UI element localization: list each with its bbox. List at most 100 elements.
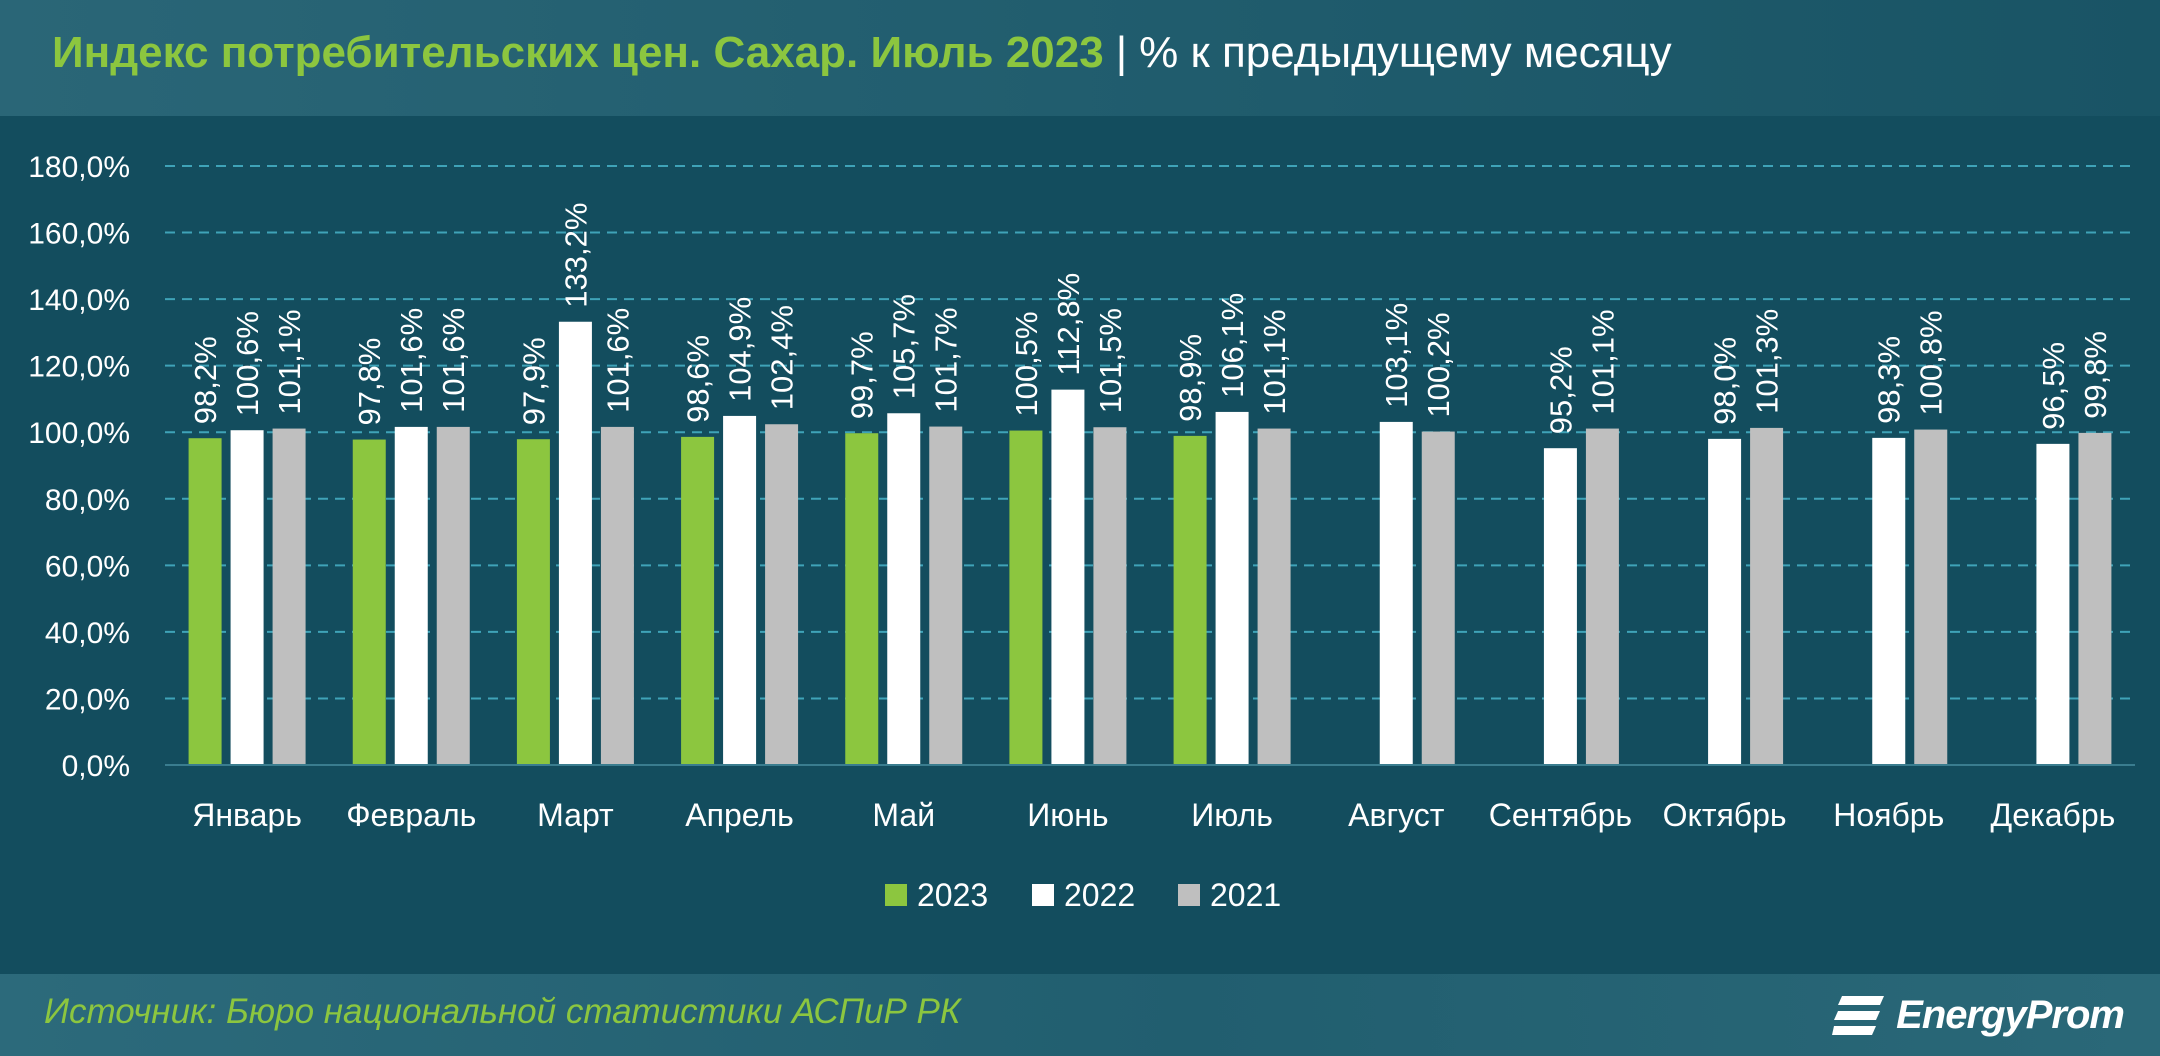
x-tick-label: Сентябрь bbox=[1489, 797, 1632, 833]
legend-swatch-2021 bbox=[1178, 884, 1200, 906]
bar-2022 bbox=[1215, 411, 1249, 765]
data-label: 99,7% bbox=[845, 331, 880, 419]
bar-2023 bbox=[1173, 435, 1207, 765]
data-label: 105,7% bbox=[887, 294, 922, 399]
data-label: 101,1% bbox=[272, 309, 307, 414]
y-tick-label: 160,0% bbox=[28, 218, 130, 251]
data-label: 101,1% bbox=[1257, 309, 1292, 414]
bar-2021 bbox=[1585, 428, 1619, 765]
legend-label: 2023 bbox=[917, 877, 988, 913]
bar-2021 bbox=[1750, 427, 1784, 765]
data-label: 97,9% bbox=[516, 337, 551, 425]
bar-2022 bbox=[558, 321, 592, 765]
bar-2023 bbox=[516, 439, 550, 765]
bar-2021 bbox=[436, 426, 470, 765]
bar-2022 bbox=[2036, 443, 2070, 765]
legend-swatch-2022 bbox=[1032, 884, 1054, 906]
x-tick-label: Июль bbox=[1191, 797, 1273, 833]
bar-2022 bbox=[887, 413, 921, 765]
bar-2021 bbox=[1093, 427, 1127, 765]
data-label: 101,1% bbox=[1585, 309, 1620, 414]
x-tick-label: Август bbox=[1348, 797, 1445, 833]
data-label: 106,1% bbox=[1215, 293, 1250, 398]
energyprom-logo-icon bbox=[1832, 996, 1885, 1035]
title-unit: % к предыдущему месяцу bbox=[1139, 28, 1672, 77]
data-label: 95,2% bbox=[1543, 346, 1578, 434]
data-label: 98,0% bbox=[1708, 337, 1743, 425]
y-tick-label: 180,0% bbox=[28, 151, 130, 184]
data-label: 102,4% bbox=[765, 305, 800, 410]
bar-chart: 0,0% 20,0% 40,0% 60,0% 80,0% 100,0% 120,0% 140,… bbox=[28, 151, 2135, 913]
x-tick-label: Март bbox=[537, 797, 614, 833]
x-tick-label: Ноябрь bbox=[1833, 797, 1944, 833]
bar-2022 bbox=[1379, 421, 1413, 765]
bar-2022 bbox=[1051, 389, 1085, 765]
data-label: 101,6% bbox=[436, 308, 471, 413]
title-separator: | bbox=[1115, 28, 1128, 77]
data-label: 101,3% bbox=[1750, 309, 1785, 414]
x-tick-label: Июнь bbox=[1027, 797, 1108, 833]
data-label: 98,3% bbox=[1872, 336, 1907, 424]
data-label: 101,6% bbox=[600, 308, 635, 413]
data-label: 100,5% bbox=[1009, 311, 1044, 416]
data-label: 100,2% bbox=[1421, 312, 1456, 417]
y-tick-label: 60,0% bbox=[45, 550, 130, 583]
data-label: 98,2% bbox=[188, 336, 223, 424]
bar-2023 bbox=[845, 433, 879, 765]
bar-2022 bbox=[230, 430, 264, 765]
data-label: 96,5% bbox=[2036, 342, 2071, 430]
x-tick-label: Октябрь bbox=[1663, 797, 1787, 833]
data-label: 100,6% bbox=[230, 311, 265, 416]
bar-2022 bbox=[1708, 438, 1742, 765]
footer-bar: Источник: Бюро национальной статистики А… bbox=[0, 974, 2160, 1056]
data-label: 97,8% bbox=[352, 338, 387, 426]
bar-2021 bbox=[929, 426, 963, 765]
y-tick-label: 80,0% bbox=[45, 484, 130, 517]
legend-label: 2022 bbox=[1064, 877, 1135, 913]
data-label: 101,6% bbox=[394, 308, 429, 413]
bar-2022 bbox=[723, 415, 757, 765]
bar-2023 bbox=[681, 436, 715, 765]
bar-2023 bbox=[1009, 430, 1043, 765]
chart-title: Индекс потребительских цен. Сахар. Июль … bbox=[52, 28, 1672, 78]
x-tick-label: Апрель bbox=[685, 797, 794, 833]
bar-2023 bbox=[188, 438, 222, 765]
bar-2023 bbox=[352, 439, 386, 765]
y-tick-label: 140,0% bbox=[28, 284, 130, 317]
data-label: 104,9% bbox=[723, 297, 758, 402]
data-label: 103,1% bbox=[1379, 303, 1414, 408]
bar-2022 bbox=[1872, 437, 1906, 765]
data-label: 98,9% bbox=[1173, 334, 1208, 422]
data-label: 98,6% bbox=[681, 335, 716, 423]
y-tick-label: 40,0% bbox=[45, 617, 130, 650]
data-label: 99,8% bbox=[2078, 331, 2113, 419]
data-label: 100,8% bbox=[1914, 310, 1949, 415]
data-label: 101,5% bbox=[1093, 308, 1128, 413]
data-label: 133,2% bbox=[558, 203, 593, 308]
bar-2022 bbox=[394, 426, 428, 765]
logo-text: EnergyProm bbox=[1896, 992, 2125, 1037]
bar-2021 bbox=[1421, 431, 1455, 765]
source-note: Источник: Бюро национальной статистики А… bbox=[44, 992, 961, 1031]
energyprom-logo: EnergyProm bbox=[1832, 986, 2125, 1044]
bar-2021 bbox=[272, 428, 306, 765]
header-bar: Индекс потребительских цен. Сахар. Июль … bbox=[0, 0, 2160, 116]
y-tick-label: 100,0% bbox=[28, 417, 130, 450]
data-label: 112,8% bbox=[1051, 273, 1086, 376]
x-tick-label: Февраль bbox=[346, 797, 476, 833]
x-tick-label: Январь bbox=[192, 797, 302, 833]
x-tick-label: Май bbox=[872, 797, 935, 833]
bar-2021 bbox=[1257, 428, 1291, 765]
data-label: 101,7% bbox=[929, 307, 964, 412]
y-tick-label: 120,0% bbox=[28, 351, 130, 384]
bar-2022 bbox=[1543, 448, 1577, 765]
bar-2021 bbox=[600, 426, 634, 765]
bar-2021 bbox=[765, 424, 799, 765]
bar-2021 bbox=[2078, 432, 2112, 765]
y-tick-label: 0,0% bbox=[62, 750, 130, 783]
x-tick-label: Декабрь bbox=[1991, 797, 2116, 833]
title-main: Индекс потребительских цен. Сахар. Июль … bbox=[52, 28, 1104, 77]
legend-swatch-2023 bbox=[885, 884, 907, 906]
y-tick-label: 20,0% bbox=[45, 683, 130, 716]
bar-2021 bbox=[1914, 429, 1948, 765]
